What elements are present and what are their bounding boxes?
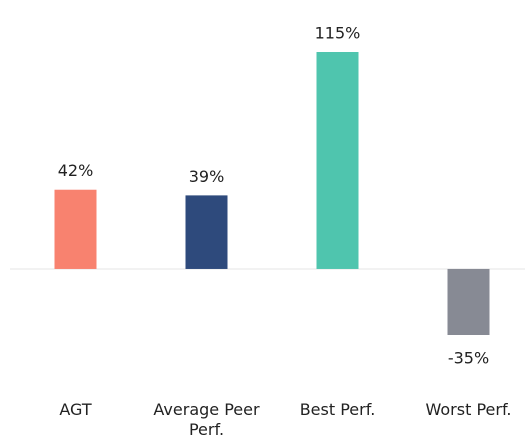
category-label: AGT — [59, 400, 92, 419]
data-label: 115% — [315, 24, 361, 43]
category-label: Average Peer Perf. — [153, 400, 260, 439]
category-label: Worst Perf. — [425, 400, 512, 419]
data-label: 39% — [189, 167, 225, 186]
category-label: Best Perf. — [299, 400, 376, 419]
bar — [316, 52, 359, 269]
bar — [447, 268, 490, 335]
bar — [185, 195, 228, 269]
bar — [54, 189, 97, 269]
data-label: 42% — [58, 161, 94, 180]
data-label: -35% — [448, 349, 489, 368]
